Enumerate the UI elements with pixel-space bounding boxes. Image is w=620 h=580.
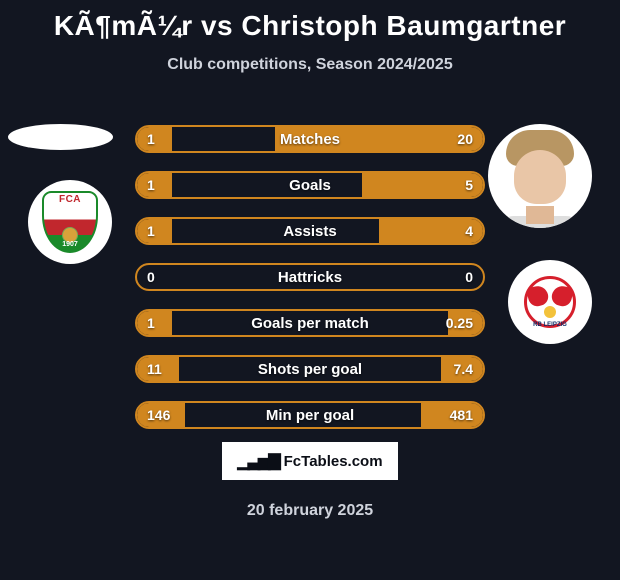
subtitle: Club competitions, Season 2024/2025	[0, 56, 620, 74]
stat-label: Shots per goal	[258, 361, 362, 378]
stat-row: 11 7.4 Shots per goal	[135, 355, 485, 383]
stat-row: 0 0 Hattricks	[135, 263, 485, 291]
stat-left-value: 1	[147, 177, 155, 193]
stat-label: Goals	[289, 177, 331, 194]
rbleipzig-icon: RB LEIPZIG	[520, 272, 580, 332]
club-right-crest: RB LEIPZIG	[508, 260, 592, 344]
stat-left-value: 1	[147, 223, 155, 239]
fca-shield-icon: FCA 1907	[42, 191, 98, 253]
stat-right-value: 5	[465, 177, 473, 193]
stat-right-value: 0	[465, 269, 473, 285]
stat-row: 1 0.25 Goals per match	[135, 309, 485, 337]
player-right-avatar	[488, 124, 592, 228]
club-left-crest: FCA 1907	[28, 180, 112, 264]
chart-icon: ▁▃▅▇	[237, 451, 278, 471]
stat-left-value: 11	[147, 361, 162, 377]
stat-row: 146 481 Min per goal	[135, 401, 485, 429]
site-logo: ▁▃▅▇ FcTables.com	[222, 442, 398, 480]
stat-label: Min per goal	[266, 407, 354, 424]
fca-text: FCA	[42, 194, 98, 205]
fca-year: 1907	[62, 241, 78, 248]
stat-right-value: 0.25	[446, 315, 473, 331]
face-icon	[488, 124, 592, 228]
stat-left-value: 1	[147, 131, 155, 147]
stat-right-value: 4	[465, 223, 473, 239]
stat-right-value: 481	[450, 407, 473, 423]
stat-left-value: 146	[147, 407, 170, 423]
stat-right-value: 7.4	[454, 361, 473, 377]
stat-right-value: 20	[457, 131, 473, 147]
stat-label: Goals per match	[251, 315, 369, 332]
date-label: 20 february 2025	[247, 502, 373, 520]
page-title: KÃ¶mÃ¼r vs Christoph Baumgartner	[0, 0, 620, 42]
logo-text: FcTables.com	[284, 453, 383, 470]
stat-left-value: 1	[147, 315, 155, 331]
stat-left-value: 0	[147, 269, 155, 285]
stats-container: 1 20 Matches 1 5 Goals 1 4 Assists 0 0 Hattricks 1 0.…	[135, 125, 485, 447]
stat-label: Matches	[280, 131, 340, 148]
stat-row: 1 5 Goals	[135, 171, 485, 199]
stat-label: Hattricks	[278, 269, 342, 286]
stat-label: Assists	[283, 223, 336, 240]
player-left-avatar	[8, 124, 113, 150]
stat-row: 1 20 Matches	[135, 125, 485, 153]
rbleipzig-text: RB LEIPZIG	[520, 322, 580, 328]
stat-row: 1 4 Assists	[135, 217, 485, 245]
